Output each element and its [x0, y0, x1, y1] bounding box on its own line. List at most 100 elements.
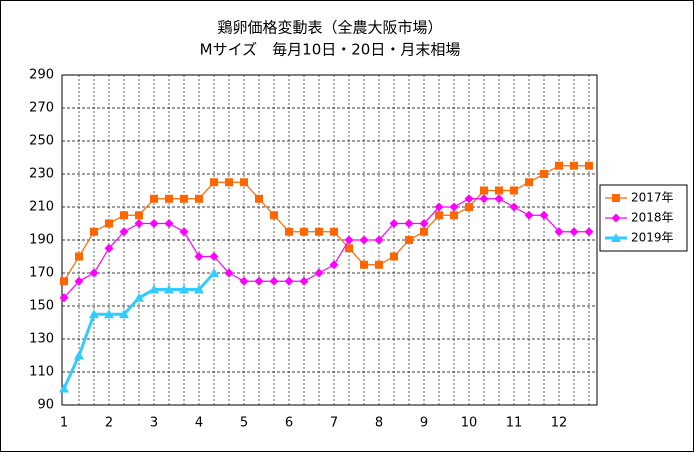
- marker: [555, 161, 563, 170]
- marker: [164, 284, 174, 294]
- chart-subtitle: Mサイズ 毎月10日・20日・月末相場: [200, 41, 461, 59]
- marker: [479, 194, 489, 204]
- y-tick-label: 170: [29, 266, 54, 281]
- legend-label: 2017年: [631, 191, 674, 205]
- chart-title: 鶏卵価格変動表（全農大阪市場）: [217, 19, 442, 37]
- marker: [240, 178, 248, 187]
- marker: [585, 161, 593, 170]
- marker: [89, 309, 99, 319]
- marker: [180, 194, 188, 203]
- marker: [314, 268, 324, 278]
- marker: [540, 170, 548, 178]
- marker: [315, 227, 323, 236]
- marker: [209, 252, 219, 261]
- marker: [480, 186, 488, 195]
- x-tick-label: 4: [195, 416, 203, 431]
- marker: [74, 276, 84, 286]
- marker: [495, 186, 503, 195]
- y-tick-label: 150: [29, 299, 54, 314]
- marker: [509, 202, 519, 212]
- marker: [194, 284, 204, 294]
- marker: [465, 203, 473, 211]
- marker: [405, 236, 413, 244]
- marker: [449, 202, 459, 212]
- marker: [611, 233, 621, 242]
- x-tick-label: 9: [420, 416, 428, 431]
- y-tick-label: 250: [29, 134, 54, 149]
- marker: [420, 227, 428, 236]
- marker: [149, 219, 159, 228]
- marker: [224, 268, 234, 278]
- marker: [360, 260, 368, 269]
- marker: [104, 309, 114, 319]
- marker: [134, 219, 144, 228]
- marker: [120, 211, 128, 220]
- marker: [179, 227, 189, 237]
- marker: [225, 178, 233, 187]
- marker: [345, 244, 353, 253]
- marker: [570, 161, 578, 170]
- x-tick-label: 11: [506, 416, 523, 431]
- marker: [374, 235, 384, 245]
- marker: [404, 219, 414, 228]
- marker: [419, 219, 429, 228]
- x-tick-label: 10: [461, 416, 478, 431]
- marker: [330, 227, 338, 236]
- marker: [74, 350, 84, 360]
- marker: [284, 276, 294, 286]
- marker: [179, 284, 189, 294]
- marker: [60, 277, 68, 286]
- marker: [165, 194, 173, 203]
- marker: [255, 194, 263, 203]
- marker: [195, 194, 203, 203]
- x-tick-label: 12: [551, 416, 568, 431]
- x-tick-label: 7: [330, 416, 338, 431]
- marker: [329, 260, 339, 270]
- marker: [390, 252, 398, 261]
- marker: [134, 292, 144, 302]
- marker: [525, 178, 533, 187]
- marker: [239, 276, 249, 286]
- x-tick-label: 8: [375, 416, 383, 431]
- x-tick-label: 5: [240, 416, 248, 431]
- marker: [300, 227, 308, 236]
- marker: [194, 252, 204, 261]
- marker: [105, 219, 113, 228]
- y-tick-label: 230: [29, 167, 54, 182]
- marker: [554, 227, 564, 237]
- marker: [59, 293, 69, 303]
- marker: [90, 227, 98, 236]
- marker: [270, 211, 278, 220]
- legend-label: 2018年: [631, 211, 674, 225]
- x-tick-label: 6: [285, 416, 293, 431]
- marker: [135, 211, 143, 220]
- y-tick-label: 90: [37, 398, 54, 413]
- marker: [375, 260, 383, 269]
- y-tick-label: 130: [29, 332, 54, 347]
- marker: [89, 268, 99, 278]
- y-tick-label: 190: [29, 233, 54, 248]
- marker: [494, 194, 504, 204]
- marker: [510, 186, 518, 195]
- marker: [524, 210, 534, 220]
- marker: [464, 194, 474, 204]
- marker: [539, 210, 549, 220]
- x-tick-label: 3: [150, 416, 158, 431]
- marker: [285, 227, 293, 236]
- marker: [611, 213, 621, 223]
- marker: [389, 219, 399, 228]
- marker: [119, 309, 129, 319]
- marker: [299, 276, 309, 286]
- marker: [612, 194, 620, 202]
- marker: [75, 252, 83, 261]
- marker: [59, 383, 69, 393]
- marker: [150, 194, 158, 203]
- marker: [164, 219, 174, 228]
- marker: [119, 227, 129, 237]
- x-tick-label: 1: [60, 416, 68, 431]
- marker: [434, 202, 444, 212]
- marker: [359, 235, 369, 245]
- y-tick-label: 210: [29, 200, 54, 215]
- marker: [450, 211, 458, 220]
- marker: [104, 243, 114, 253]
